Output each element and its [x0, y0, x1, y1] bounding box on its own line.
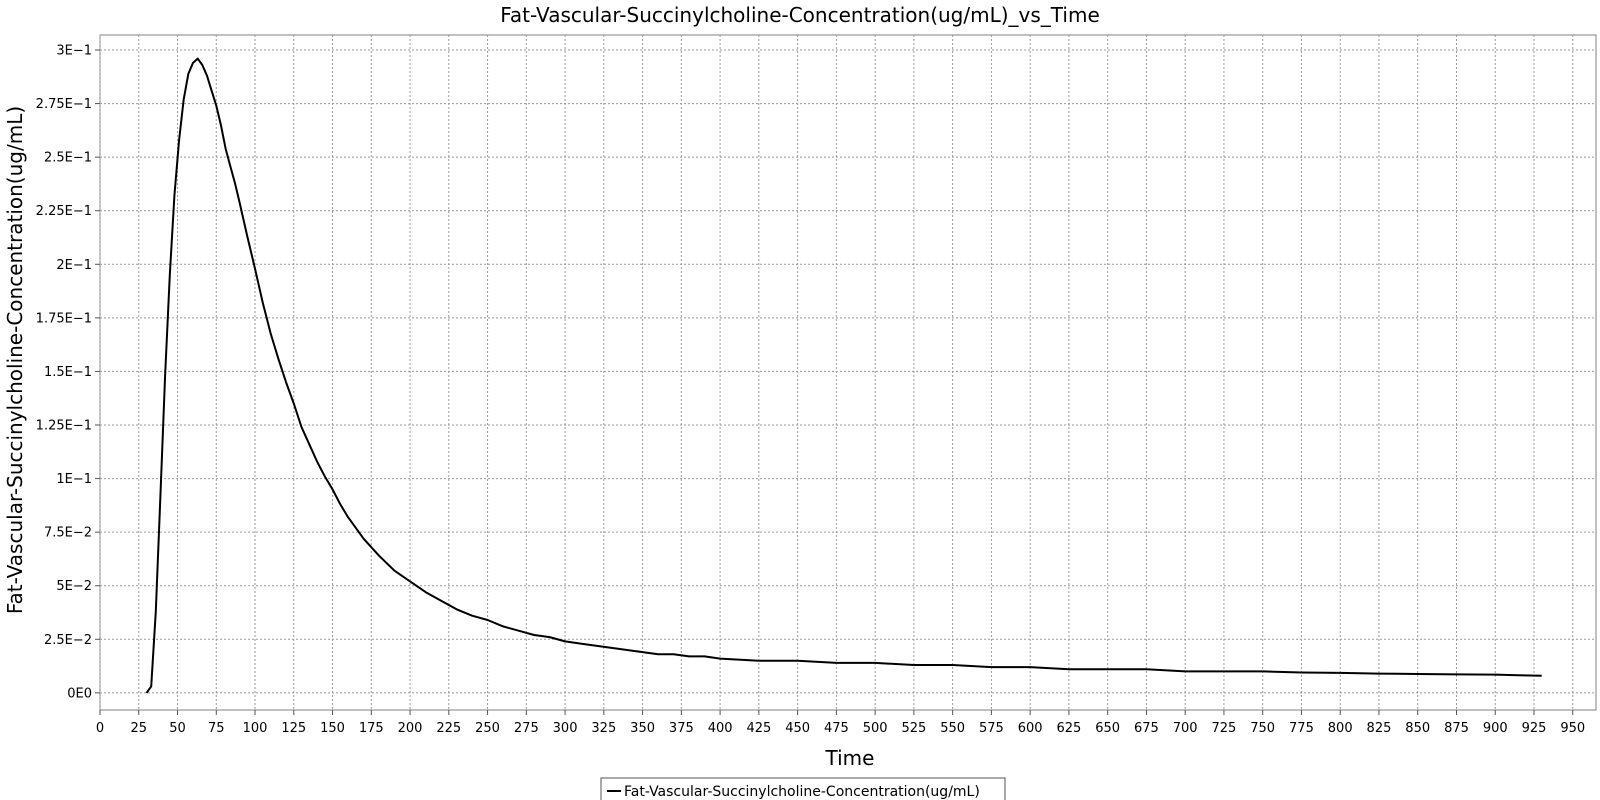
y-tick-label: 0E0: [67, 686, 92, 701]
y-tick-label: 2.5E−1: [44, 151, 92, 166]
x-tick-label: 300: [553, 721, 578, 736]
x-tick-label: 350: [630, 721, 655, 736]
x-tick-label: 75: [208, 721, 225, 736]
x-axis-label: Time: [825, 746, 875, 770]
x-tick-label: 625: [1056, 721, 1081, 736]
x-tick-label: 150: [320, 721, 345, 736]
x-tick-label: 675: [1134, 721, 1159, 736]
x-tick-label: 125: [281, 721, 306, 736]
x-tick-label: 825: [1367, 721, 1392, 736]
x-tick-label: 700: [1173, 721, 1198, 736]
x-tick-label: 450: [785, 721, 810, 736]
y-tick-label: 1E−1: [56, 472, 92, 487]
series-line: [145, 57, 1542, 694]
x-tick-label: 475: [824, 721, 849, 736]
x-tick-label: 50: [169, 721, 186, 736]
x-tick-label: 325: [591, 721, 616, 736]
y-tick-label: 1.25E−1: [36, 419, 92, 434]
x-tick-label: 250: [475, 721, 500, 736]
x-tick-label: 400: [708, 721, 733, 736]
x-tick-label: 925: [1522, 721, 1547, 736]
x-axis-ticks: 0 25 50 75 100 125 150 175 200 225 250 275 300 325 350…: [96, 710, 1585, 736]
plot-area: [99, 34, 1597, 711]
grid: [99, 35, 1596, 710]
x-tick-label: 200: [398, 721, 423, 736]
x-tick-label: 650: [1095, 721, 1120, 736]
legend: Fat-Vascular-Succinylcholine-Concentrati…: [600, 777, 1006, 800]
x-tick-label: 725: [1212, 721, 1237, 736]
y-axis-ticks: 0E0 2.5E−2 5E−2 7.5E−2 1E−1 1.25E−1 1.5E−1 1.75…: [36, 44, 100, 701]
x-tick-label: 800: [1328, 721, 1353, 736]
x-tick-label: 600: [1018, 721, 1043, 736]
y-tick-label: 5E−2: [56, 579, 92, 594]
y-tick-label: 2.75E−1: [36, 97, 92, 112]
x-tick-label: 275: [514, 721, 539, 736]
x-tick-label: 575: [979, 721, 1004, 736]
y-axis-label: Fat-Vascular-Succinylcholine-Concentrati…: [3, 106, 27, 614]
x-tick-label: 550: [940, 721, 965, 736]
y-tick-label: 2.25E−1: [36, 204, 92, 219]
chart-title: Fat-Vascular-Succinylcholine-Concentrati…: [500, 3, 1100, 27]
plot-frame: [99, 34, 1597, 711]
x-tick-label: 500: [863, 721, 888, 736]
x-tick-label: 750: [1250, 721, 1275, 736]
x-tick-label: 0: [96, 721, 104, 736]
legend-label: Fat-Vascular-Succinylcholine-Concentrati…: [624, 784, 980, 800]
y-tick-label: 1.5E−1: [44, 365, 92, 380]
x-tick-label: 775: [1289, 721, 1314, 736]
x-tick-label: 950: [1560, 721, 1585, 736]
x-tick-label: 425: [746, 721, 771, 736]
x-tick-label: 100: [243, 721, 268, 736]
y-tick-label: 2E−1: [56, 258, 92, 273]
x-tick-label: 225: [436, 721, 461, 736]
y-tick-label: 2.5E−2: [44, 633, 92, 648]
legend-box: [600, 777, 1006, 800]
x-tick-label: 900: [1483, 721, 1508, 736]
x-tick-label: 25: [130, 721, 147, 736]
y-tick-label: 3E−1: [56, 44, 92, 59]
y-tick-label: 7.5E−2: [44, 526, 92, 541]
x-tick-label: 175: [359, 721, 384, 736]
x-tick-label: 525: [901, 721, 926, 736]
x-tick-label: 875: [1444, 721, 1469, 736]
x-tick-label: 375: [669, 721, 694, 736]
x-tick-label: 850: [1405, 721, 1430, 736]
series-layer: [145, 57, 1542, 694]
y-tick-label: 1.75E−1: [36, 311, 92, 326]
